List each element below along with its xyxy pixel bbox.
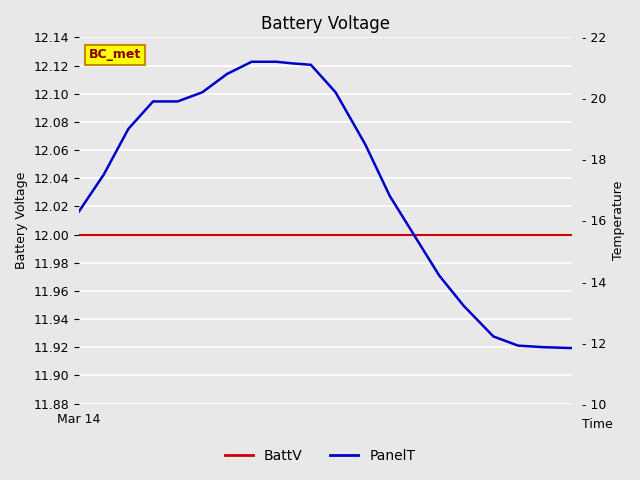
Text: BC_met: BC_met — [89, 48, 141, 61]
Title: Battery Voltage: Battery Voltage — [261, 15, 390, 33]
Y-axis label: Temperature: Temperature — [612, 181, 625, 260]
X-axis label: Time: Time — [582, 418, 612, 431]
Legend: BattV, PanelT: BattV, PanelT — [220, 443, 420, 468]
Y-axis label: Battery Voltage: Battery Voltage — [15, 172, 28, 269]
